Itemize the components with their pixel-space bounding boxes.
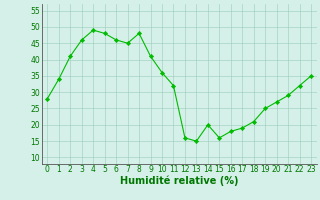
X-axis label: Humidité relative (%): Humidité relative (%) bbox=[120, 176, 238, 186]
